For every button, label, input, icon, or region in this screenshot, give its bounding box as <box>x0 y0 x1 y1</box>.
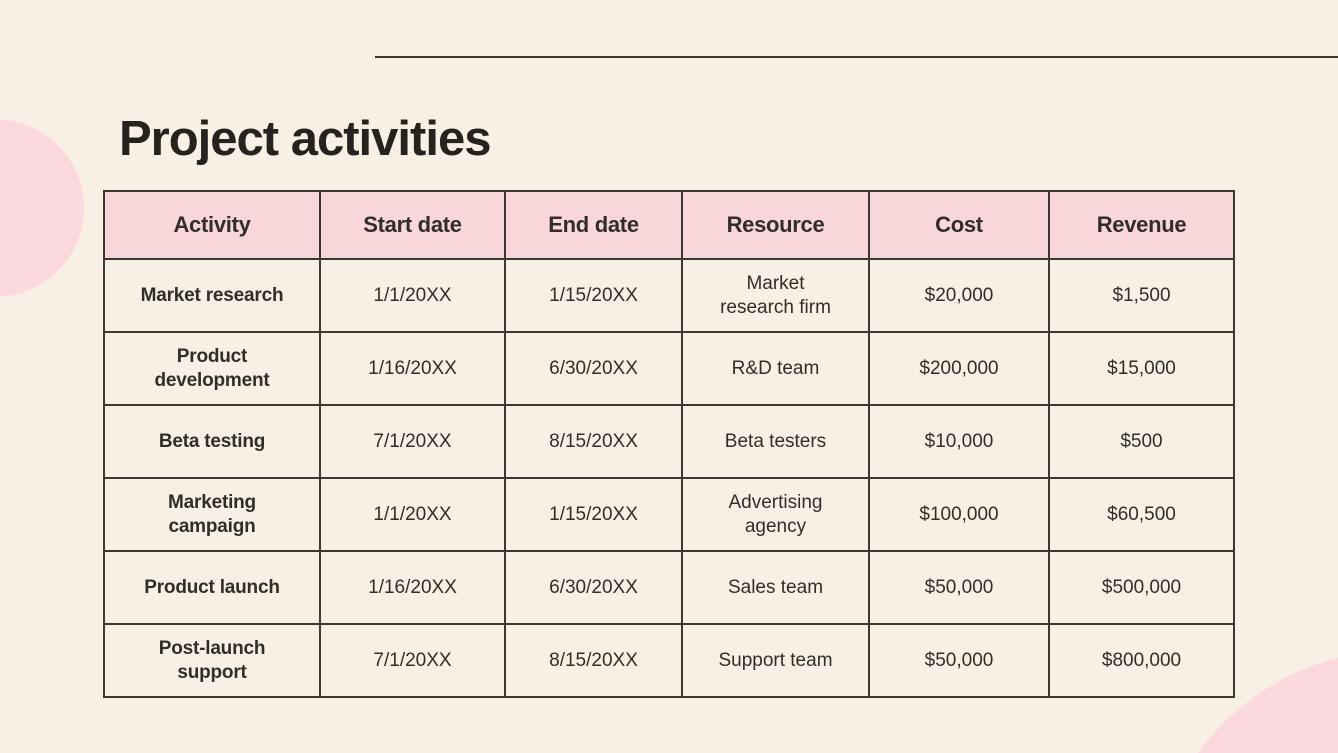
table-cell: 6/30/20XX <box>504 331 683 406</box>
table-cell: $50,000 <box>868 550 1050 625</box>
column-header: Start date <box>319 190 506 260</box>
table-cell: Support team <box>681 623 870 698</box>
table-cell: 1/15/20XX <box>504 477 683 552</box>
table-row: Beta testing 7/1/20XX 8/15/20XX Beta tester… <box>103 404 1235 479</box>
table-cell: $15,000 <box>1048 331 1235 406</box>
column-header: Cost <box>868 190 1050 260</box>
column-header: Revenue <box>1048 190 1235 260</box>
table-cell: $100,000 <box>868 477 1050 552</box>
column-header: Resource <box>681 190 870 260</box>
table-row: Market research 1/1/20XX 1/15/20XX Market r… <box>103 258 1235 333</box>
table-cell: Sales team <box>681 550 870 625</box>
table-cell: 7/1/20XX <box>319 623 506 698</box>
table-cell: 6/30/20XX <box>504 550 683 625</box>
table-cell: $10,000 <box>868 404 1050 479</box>
project-activities-table: Activity Start date End date Resource Cost Re… <box>103 190 1235 698</box>
activity-cell: Product launch <box>103 550 321 625</box>
pink-circle-left-decoration <box>0 119 84 297</box>
table-cell: $50,000 <box>868 623 1050 698</box>
table-cell: Advertising agency <box>681 477 870 552</box>
table-header-row: Activity Start date End date Resource Cost Re… <box>103 190 1235 260</box>
table-cell: $500,000 <box>1048 550 1235 625</box>
activity-cell: Post-launch support <box>103 623 321 698</box>
table-cell: $60,500 <box>1048 477 1235 552</box>
table-cell: 1/1/20XX <box>319 258 506 333</box>
table-cell: 7/1/20XX <box>319 404 506 479</box>
table-cell: 1/16/20XX <box>319 331 506 406</box>
activity-cell: Beta testing <box>103 404 321 479</box>
column-header: Activity <box>103 190 321 260</box>
table-cell: $500 <box>1048 404 1235 479</box>
table-row: Product launch 1/16/20XX 6/30/20XX Sales te… <box>103 550 1235 625</box>
table-cell: Beta testers <box>681 404 870 479</box>
table-cell: 8/15/20XX <box>504 623 683 698</box>
table-cell: $200,000 <box>868 331 1050 406</box>
table-cell: $1,500 <box>1048 258 1235 333</box>
activity-cell: Market research <box>103 258 321 333</box>
table-cell: 1/15/20XX <box>504 258 683 333</box>
column-header: End date <box>504 190 683 260</box>
table-row: Post-launch support 7/1/20XX 8/15/20XX Supp… <box>103 623 1235 698</box>
activity-cell: Marketing campaign <box>103 477 321 552</box>
table-row: Marketing campaign 1/1/20XX 1/15/20XX Adver… <box>103 477 1235 552</box>
table-cell: 1/16/20XX <box>319 550 506 625</box>
table-cell: 1/1/20XX <box>319 477 506 552</box>
table-cell: $20,000 <box>868 258 1050 333</box>
table-row: Product development 1/16/20XX 6/30/20XX R&D… <box>103 331 1235 406</box>
table-cell: R&D team <box>681 331 870 406</box>
table-cell: $800,000 <box>1048 623 1235 698</box>
page-title: Project activities <box>119 111 491 166</box>
table-body: Market research 1/1/20XX 1/15/20XX Market r… <box>103 258 1235 698</box>
divider-line <box>375 56 1338 58</box>
activity-cell: Product development <box>103 331 321 406</box>
table-cell: Market research firm <box>681 258 870 333</box>
table-cell: 8/15/20XX <box>504 404 683 479</box>
